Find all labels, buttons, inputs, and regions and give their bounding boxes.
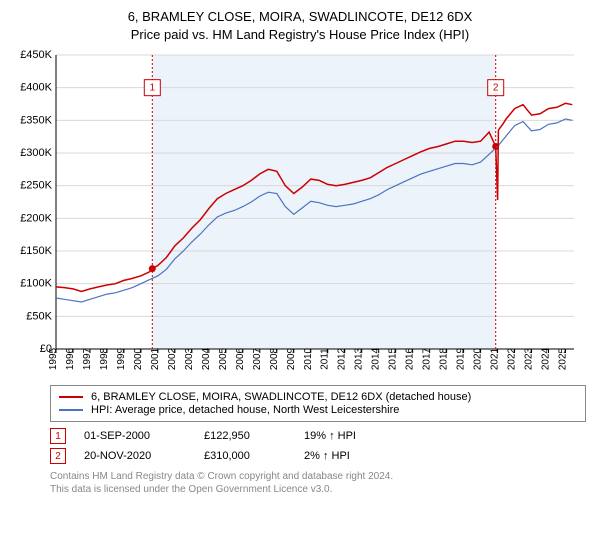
svg-text:2003: 2003 (184, 348, 195, 371)
svg-text:£300K: £300K (20, 147, 52, 159)
sale-markers-table: 1 01-SEP-2000 £122,950 19% ↑ HPI 2 20-NO… (50, 428, 586, 464)
svg-text:£350K: £350K (20, 114, 52, 126)
chart-title: 6, BRAMLEY CLOSE, MOIRA, SWADLINCOTE, DE… (0, 0, 600, 43)
svg-text:2000: 2000 (133, 348, 144, 371)
svg-text:2010: 2010 (303, 348, 314, 371)
sale-date-1: 01-SEP-2000 (84, 430, 204, 442)
legend-swatch-blue (59, 409, 83, 411)
svg-text:2011: 2011 (320, 348, 331, 370)
legend-row-blue: HPI: Average price, detached house, Nort… (59, 404, 577, 416)
svg-text:2024: 2024 (541, 348, 552, 371)
svg-text:2021: 2021 (490, 348, 501, 371)
sale-diff-1: 19% ↑ HPI (304, 430, 424, 442)
svg-text:1: 1 (150, 83, 156, 94)
sale-price-1: £122,950 (204, 430, 304, 442)
chart-area: £0£50K£100K£150K£200K£250K£300K£350K£400… (12, 49, 588, 379)
line-chart: £0£50K£100K£150K£200K£250K£300K£350K£400… (12, 49, 588, 379)
svg-text:2014: 2014 (371, 348, 382, 371)
sale-row-1: 1 01-SEP-2000 £122,950 19% ↑ HPI (50, 428, 586, 444)
sale-badge-1: 1 (50, 428, 66, 444)
svg-text:2022: 2022 (507, 348, 518, 371)
sale-row-2: 2 20-NOV-2020 £310,000 2% ↑ HPI (50, 448, 586, 464)
title-line1: 6, BRAMLEY CLOSE, MOIRA, SWADLINCOTE, DE… (0, 8, 600, 26)
svg-text:2006: 2006 (235, 348, 246, 371)
svg-text:2018: 2018 (439, 348, 450, 371)
svg-text:2004: 2004 (201, 348, 212, 371)
svg-text:2002: 2002 (167, 348, 178, 371)
svg-text:2019: 2019 (456, 348, 467, 371)
svg-text:2001: 2001 (150, 348, 161, 371)
svg-text:2025: 2025 (558, 348, 569, 371)
sale-diff-2: 2% ↑ HPI (304, 450, 424, 462)
legend-swatch-red (59, 396, 83, 398)
svg-text:2015: 2015 (388, 348, 399, 371)
svg-text:1996: 1996 (65, 348, 76, 371)
sale-badge-2: 2 (50, 448, 66, 464)
svg-text:2012: 2012 (337, 348, 348, 371)
svg-text:1999: 1999 (116, 348, 127, 371)
svg-text:1998: 1998 (99, 348, 110, 371)
legend-label-blue: HPI: Average price, detached house, Nort… (91, 404, 399, 416)
svg-text:£450K: £450K (20, 49, 52, 61)
footer-line1: Contains HM Land Registry data © Crown c… (50, 470, 586, 483)
svg-text:2005: 2005 (218, 348, 229, 371)
svg-text:£150K: £150K (20, 245, 52, 257)
sale-price-2: £310,000 (204, 450, 304, 462)
svg-text:2007: 2007 (252, 348, 263, 371)
footer-line2: This data is licensed under the Open Gov… (50, 483, 586, 496)
sale-date-2: 20-NOV-2020 (84, 450, 204, 462)
svg-text:2017: 2017 (422, 348, 433, 371)
svg-text:2020: 2020 (473, 348, 484, 371)
svg-text:£200K: £200K (20, 212, 52, 224)
svg-text:1997: 1997 (82, 348, 93, 371)
title-line2: Price paid vs. HM Land Registry's House … (0, 26, 600, 44)
legend: 6, BRAMLEY CLOSE, MOIRA, SWADLINCOTE, DE… (50, 385, 586, 422)
svg-text:2008: 2008 (269, 348, 280, 371)
svg-text:£400K: £400K (20, 82, 52, 94)
svg-text:£250K: £250K (20, 180, 52, 192)
legend-label-red: 6, BRAMLEY CLOSE, MOIRA, SWADLINCOTE, DE… (91, 391, 471, 403)
footer-attribution: Contains HM Land Registry data © Crown c… (50, 470, 586, 496)
svg-text:£100K: £100K (20, 278, 52, 290)
svg-text:1995: 1995 (48, 348, 59, 371)
svg-text:2: 2 (493, 83, 499, 94)
svg-text:2009: 2009 (286, 348, 297, 371)
svg-text:£50K: £50K (26, 310, 52, 322)
svg-text:2023: 2023 (524, 348, 535, 371)
svg-text:2016: 2016 (405, 348, 416, 371)
svg-text:2013: 2013 (354, 348, 365, 371)
legend-row-red: 6, BRAMLEY CLOSE, MOIRA, SWADLINCOTE, DE… (59, 391, 577, 403)
